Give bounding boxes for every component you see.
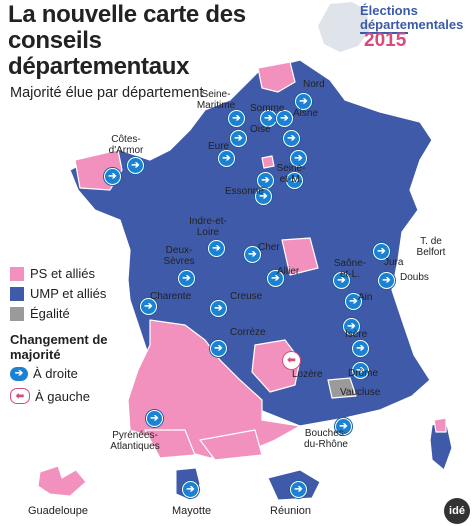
label-jura: Jura [384,257,404,268]
badge-line1: Élections [360,3,418,18]
label-correze: Corrèze [230,327,266,338]
change-right-icon: ➔ [244,246,261,263]
change-right-icon: ➔ [378,272,395,289]
legend-item-ps: PS et alliés [10,266,95,281]
region-ps-ariege [199,429,263,461]
label-lozere: Lozère [292,369,323,380]
label-guadeloupe: Guadeloupe [28,505,88,517]
change-right-icon: ➔ [178,270,195,287]
label-aisne: Aisne [293,108,319,119]
change-right-icon: ➔ [104,168,121,185]
credit-logo: idé [444,498,470,524]
change-right-icon: ➔ [345,293,362,310]
label-saone-et-loire: Saône-et-L. [333,258,367,280]
change-right-icon: ➔ [352,340,369,357]
change-right-icon: ➔ [146,410,163,427]
change-right-icon: ➔ [286,172,303,189]
region-ps-gers [144,429,196,459]
region-ps-nievre [281,237,319,276]
label-drome: Drôme [348,368,379,379]
legend-label-ps: PS et alliés [30,266,96,281]
label-essonne: Essonne [225,186,264,197]
label-deux-sevres: Deux-Sèvres [163,245,195,267]
change-right-icon: ➔ [208,240,225,257]
change-right-icon: ➔ [140,298,157,315]
change-right-icon: ➔ [127,157,144,174]
label-doubs: Doubs [400,272,429,283]
change-right-icon: ➔ [255,188,272,205]
legend-item-ump: UMP et alliés [10,286,106,301]
legend-label-egalite: Égalité [30,306,70,321]
change-right-icon: ➔ [210,300,227,317]
change-right-icon: ➔ [333,272,350,289]
label-eure: Eure [208,141,230,152]
change-right-icon: ➔ [352,362,369,379]
badge-year: 2015 [364,30,407,51]
map-title: La nouvelle carte des conseils départeme… [8,1,246,80]
label-seine-maritime: Seine-Maritime [196,89,236,111]
change-right-icon: ➔ [283,130,300,147]
label-nord: Nord [303,79,325,90]
label-pyrenees-atlantiques: Pyrénées-Atlantiques [110,430,160,452]
legend-label-to-right: À droite [33,366,78,381]
region-egalite-vaucluse [327,377,357,399]
change-right-icon: ➔ [218,150,235,167]
label-allier: Allier [277,266,300,277]
change-right-icon: ➔ [290,481,307,498]
legend-label-ump: UMP et alliés [30,286,107,301]
france-silhouette-logo [318,2,418,52]
label-ain: Ain [358,292,373,303]
change-right-icon: ➔ [290,150,307,167]
arrow-left-icon: ⬅ [10,388,30,404]
region-ps-paris [261,155,275,169]
label-vaucluse: Vaucluse [340,387,381,398]
label-oise: Oise [250,124,271,135]
label-indre-et-loire: Indre-et-Loire [189,216,227,238]
change-right-icon: ➔ [182,481,199,498]
label-charente: Charente [150,291,192,302]
badge-line2: départementales [360,17,464,32]
legend-item-to-left: ⬅ À gauche [10,388,90,404]
legend-item-to-right: ➔ À droite [10,366,78,381]
change-right-icon: ➔ [267,270,284,287]
label-creuse: Creuse [230,291,263,302]
legend-swatch-ump [10,286,24,301]
label-belfort: T. de Belfort [416,236,446,258]
change-right-icon: ➔ [373,243,390,260]
arrow-right-icon: ➔ [10,366,28,381]
legend-swatch-egalite [10,306,24,321]
label-bouches-du-rhone: Bouches-du-Rhône [304,428,348,450]
map-subtitle: Majorité élue par département [10,85,204,101]
change-right-icon: ➔ [230,130,247,147]
legend-swatch-ps [10,266,24,281]
region-corse-north [433,417,447,433]
label-seine-et-marne: Seine-et-M. [276,163,306,185]
legend-change-heading: Changement de majorité [10,332,108,362]
overseas-guadeloupe [37,465,87,497]
change-right-icon: ➔ [210,340,227,357]
change-right-icon: ➔ [276,110,293,127]
change-right-icon: ➔ [343,318,360,335]
label-cher: Cher [258,242,280,253]
legend-label-to-left: À gauche [35,388,90,404]
label-isere: Isère [345,329,368,340]
label-cotes-armor: Côtes-d'Armor [108,134,144,156]
label-mayotte: Mayotte [172,505,212,517]
label-somme: Somme [250,103,285,114]
legend-item-egalite: Égalité [10,306,70,321]
region-ps-pasdecalais [257,61,296,93]
change-left-icon: ⬅ [283,352,300,369]
change-right-icon: ➔ [228,110,245,127]
label-reunion: Réunion [270,505,311,517]
change-right-icon: ➔ [295,93,312,110]
change-right-icon: ➔ [335,418,352,435]
